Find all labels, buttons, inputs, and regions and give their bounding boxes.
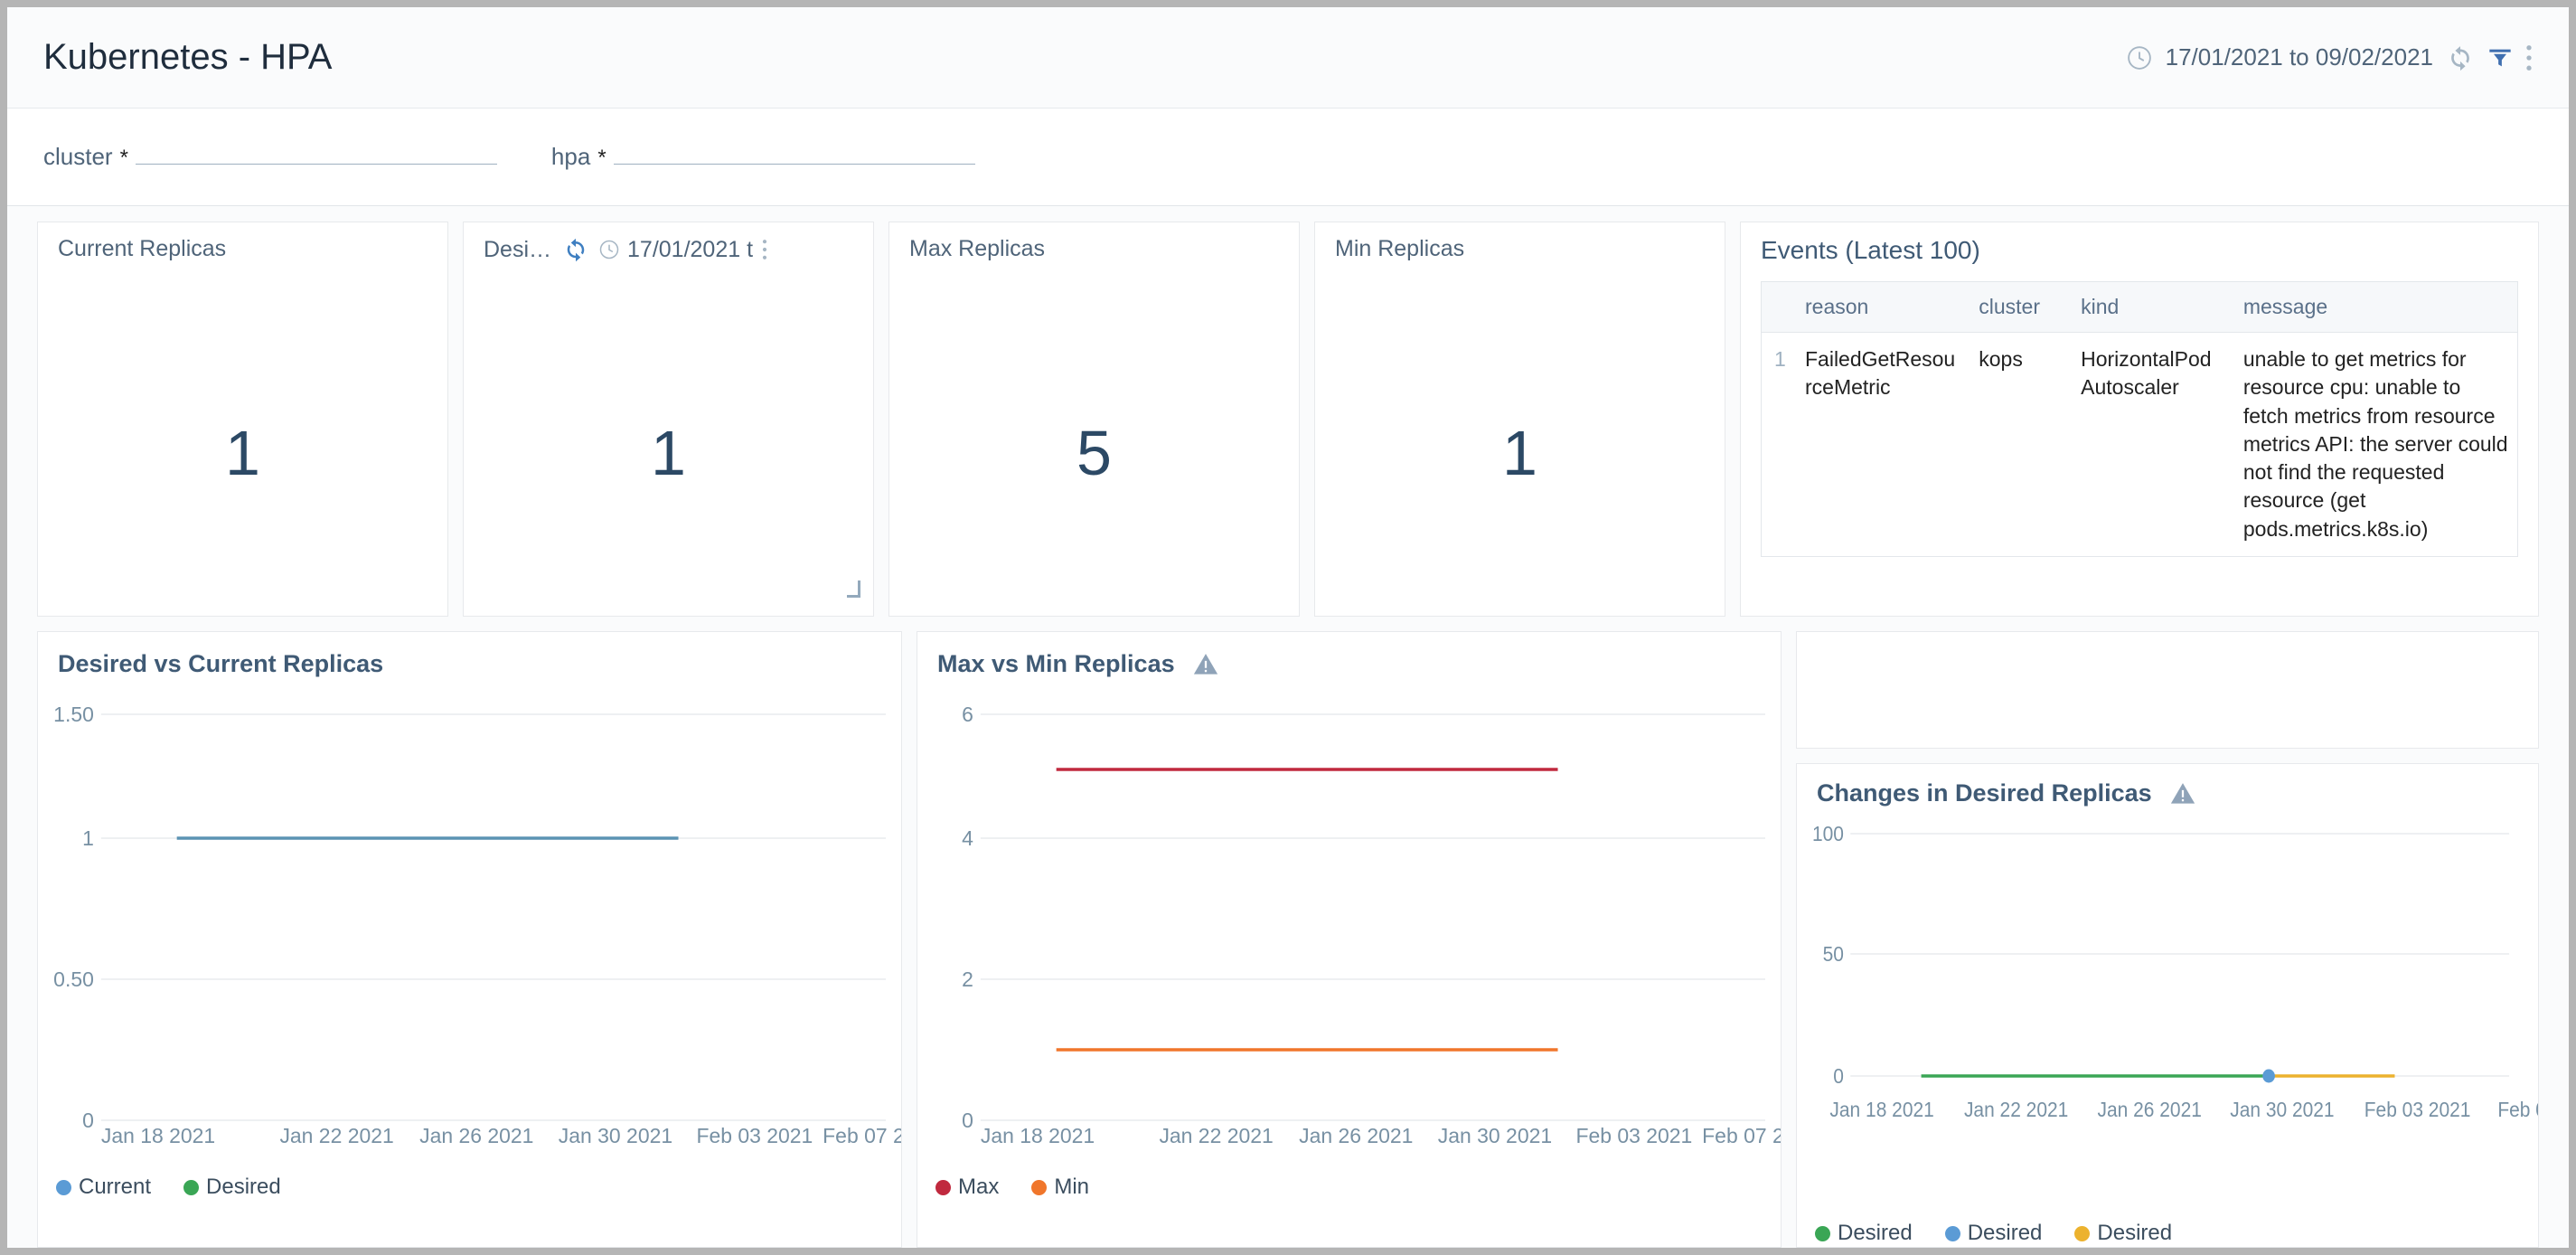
- svg-text:50: 50: [1823, 942, 1844, 966]
- svg-text:Jan 18 2021: Jan 18 2021: [981, 1124, 1095, 1144]
- svg-text:Jan 26 2021: Jan 26 2021: [2098, 1098, 2202, 1121]
- svg-text:Feb 03 2021: Feb 03 2021: [1575, 1124, 1692, 1144]
- svg-text:2: 2: [962, 967, 973, 991]
- svg-text:0: 0: [962, 1109, 973, 1132]
- svg-text:Jan 30 2021: Jan 30 2021: [1438, 1124, 1552, 1144]
- svg-text:1.50: 1.50: [53, 703, 94, 726]
- svg-text:Jan 22 2021: Jan 22 2021: [1964, 1098, 2068, 1121]
- svg-text:0: 0: [1833, 1064, 1844, 1088]
- svg-text:Jan 30 2021: Jan 30 2021: [559, 1124, 672, 1144]
- svg-text:0: 0: [82, 1109, 94, 1132]
- svg-text:Feb 07 2021: Feb 07 2021: [1702, 1124, 1781, 1144]
- svg-text:Jan 22 2021: Jan 22 2021: [1159, 1124, 1273, 1144]
- svg-text:4: 4: [962, 826, 973, 850]
- svg-text:Feb 03 2021: Feb 03 2021: [696, 1124, 813, 1144]
- svg-text:Jan 26 2021: Jan 26 2021: [1299, 1124, 1413, 1144]
- svg-text:Jan 18 2021: Jan 18 2021: [101, 1124, 215, 1144]
- svg-text:Feb 07 2021: Feb 07 2021: [2497, 1098, 2538, 1121]
- svg-text:1: 1: [82, 826, 94, 850]
- svg-text:Jan 22 2021: Jan 22 2021: [279, 1124, 393, 1144]
- svg-text:Feb 03 2021: Feb 03 2021: [2364, 1098, 2471, 1121]
- svg-text:100: 100: [1812, 822, 1844, 845]
- svg-text:Jan 30 2021: Jan 30 2021: [2230, 1098, 2334, 1121]
- svg-text:Jan 26 2021: Jan 26 2021: [419, 1124, 533, 1144]
- svg-text:6: 6: [962, 703, 973, 726]
- svg-text:Jan 18 2021: Jan 18 2021: [1829, 1098, 1933, 1121]
- svg-text:0.50: 0.50: [53, 967, 94, 991]
- svg-text:Feb 07 2021: Feb 07 2021: [823, 1124, 901, 1144]
